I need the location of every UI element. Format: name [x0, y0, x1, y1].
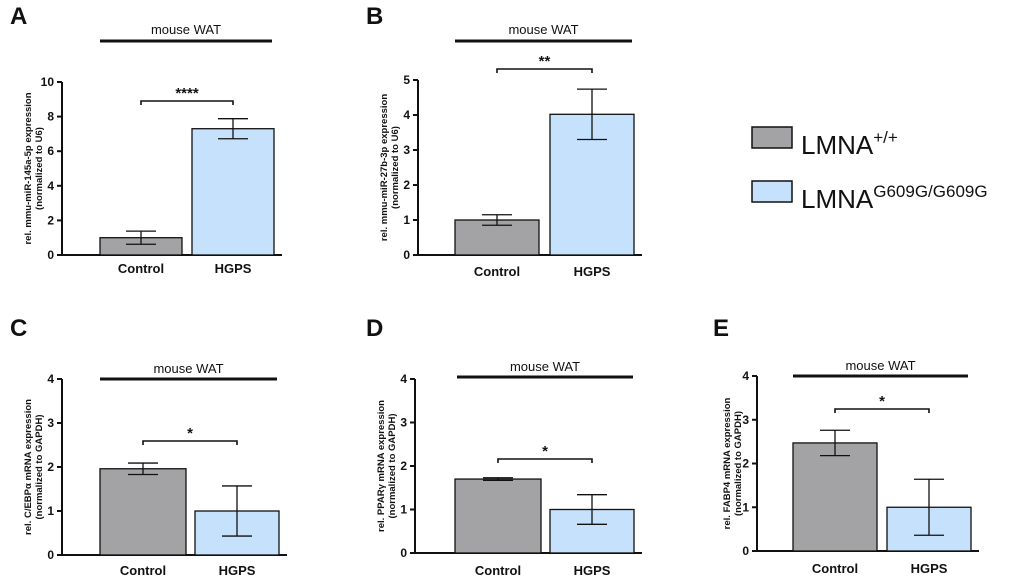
- y-tick-label: 0: [742, 544, 749, 558]
- legend: LMNA+/+LMNAG609G/G609G: [751, 126, 988, 214]
- panel-letter: E: [713, 315, 729, 342]
- category-label: HGPS: [574, 264, 611, 279]
- group-label: mouse WAT: [151, 22, 221, 37]
- category-label: HGPS: [574, 563, 611, 578]
- y-tick-label: 4: [403, 108, 410, 122]
- y-axis-label: (normalized to U6): [390, 126, 401, 209]
- significance-bracket: [140, 100, 234, 105]
- legend-swatch: [751, 180, 793, 203]
- group-label: mouse WAT: [845, 358, 915, 373]
- y-axis-label: rel. FABP4 mRNA expression: [722, 397, 733, 529]
- y-axis-label: rel. mmu-miR-27b-3p expression: [379, 94, 390, 241]
- significance-label: *: [542, 443, 548, 460]
- significance-bracket: [497, 458, 593, 463]
- y-tick-label: 6: [47, 144, 54, 158]
- category-label: HGPS: [911, 561, 948, 576]
- y-tick-label: 10: [41, 75, 55, 89]
- y-axis-label: (normalized to GAPDH): [387, 413, 398, 518]
- bar-control: [792, 442, 878, 552]
- significance-label: *: [879, 393, 885, 410]
- y-tick-label: 4: [742, 369, 749, 383]
- panel-letter: D: [366, 315, 383, 342]
- y-axis-label: (normalized to U6): [34, 127, 45, 210]
- y-tick-label: 5: [403, 73, 410, 87]
- legend-label-superscript: G609G/G609G: [873, 182, 987, 201]
- y-tick-label: 2: [742, 457, 749, 471]
- y-tick-label: 4: [47, 372, 54, 386]
- panel-letter: C: [10, 315, 27, 342]
- group-label: mouse WAT: [510, 359, 580, 374]
- y-axis-label: (normalized to GAPDH): [34, 414, 45, 519]
- category-label: HGPS: [215, 261, 252, 276]
- y-axis-label: rel. mmu-miR-145a-5p expression: [23, 92, 34, 244]
- y-tick-label: 2: [400, 459, 407, 473]
- significance-bracket: [142, 440, 238, 445]
- significance-bracket: [496, 68, 593, 73]
- y-tick-label: 3: [403, 143, 410, 157]
- y-tick-label: 3: [47, 416, 54, 430]
- y-tick-label: 1: [400, 503, 407, 517]
- y-tick-label: 4: [47, 179, 54, 193]
- y-axis-label: rel. PPARγ mRNA expression: [376, 400, 387, 532]
- legend-label-base: LMNA: [801, 184, 874, 214]
- y-tick-label: 0: [47, 548, 54, 562]
- y-tick-label: 1: [742, 500, 749, 514]
- category-label: Control: [475, 563, 521, 578]
- category-label: Control: [474, 264, 520, 279]
- legend-label: LMNAG609G/G609G: [801, 182, 988, 214]
- y-tick-label: 3: [400, 416, 407, 430]
- y-tick-label: 8: [47, 110, 54, 124]
- group-label: mouse WAT: [508, 22, 578, 37]
- category-label: Control: [812, 561, 858, 576]
- category-label: Control: [118, 261, 164, 276]
- y-axis-label: rel. C/EBPα mRNA expression: [23, 399, 34, 535]
- significance-bracket: [834, 408, 930, 413]
- category-label: HGPS: [219, 563, 256, 578]
- legend-label: LMNA+/+: [801, 128, 898, 160]
- legend-label-base: LMNA: [801, 130, 874, 160]
- y-tick-label: 3: [742, 413, 749, 427]
- bar-hgps: [191, 128, 275, 256]
- y-tick-label: 0: [47, 248, 54, 262]
- legend-swatch: [751, 126, 793, 149]
- y-tick-label: 1: [403, 213, 410, 227]
- legend-label-superscript: +/+: [873, 128, 898, 147]
- category-label: Control: [120, 563, 166, 578]
- significance-label: *: [187, 425, 193, 442]
- y-tick-label: 4: [400, 372, 407, 386]
- significance-label: ****: [175, 85, 199, 102]
- panel-letter: A: [10, 3, 27, 30]
- y-tick-label: 1: [47, 504, 54, 518]
- y-tick-label: 2: [403, 178, 410, 192]
- significance-label: **: [539, 53, 551, 70]
- panel-letter: B: [366, 3, 383, 30]
- bar-control: [454, 478, 542, 554]
- y-tick-label: 2: [47, 213, 54, 227]
- group-label: mouse WAT: [153, 361, 223, 376]
- y-axis-label: (normalized to GAPDH): [733, 411, 744, 516]
- y-tick-label: 0: [400, 546, 407, 560]
- y-tick-label: 2: [47, 460, 54, 474]
- y-tick-label: 0: [403, 248, 410, 262]
- bar-control: [99, 468, 187, 556]
